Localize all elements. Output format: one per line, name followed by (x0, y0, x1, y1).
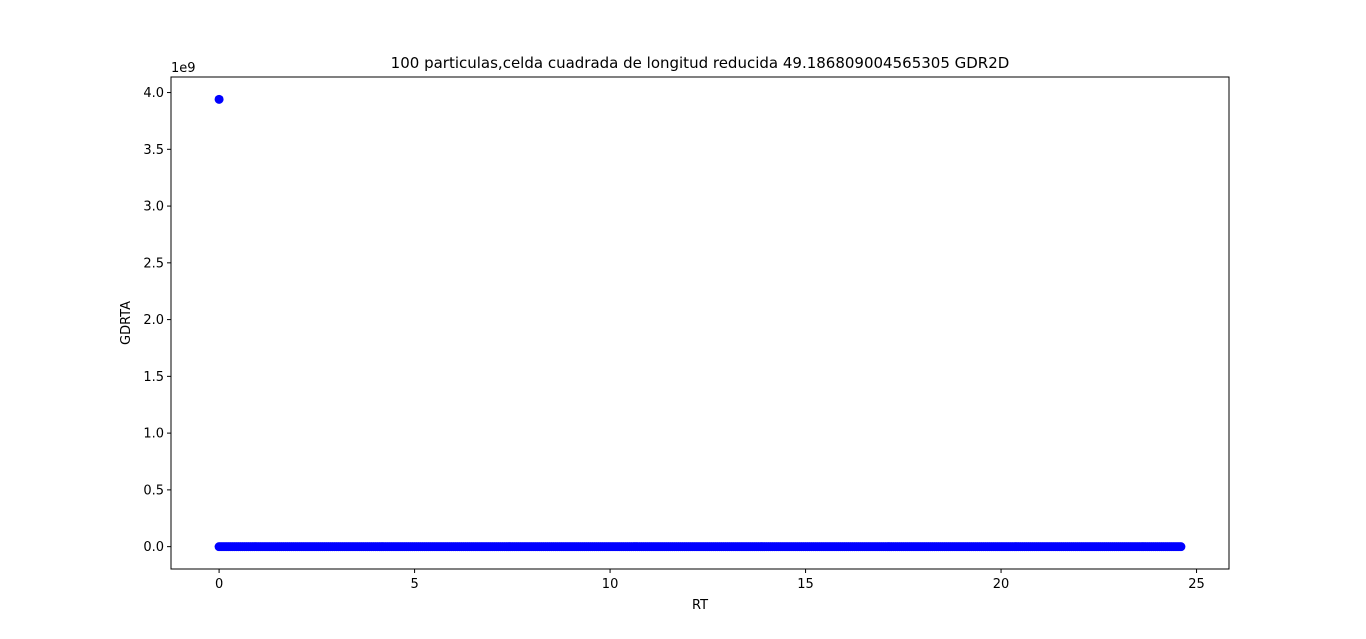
y-tick-label: 2.0 (143, 313, 164, 328)
data-point (1176, 542, 1186, 552)
y-axis-label: GDRTA (119, 301, 134, 345)
y-tick-label: 2.5 (143, 256, 164, 271)
chart-title: 100 particulas,celda cuadrada de longitu… (391, 54, 1010, 72)
x-tick-label: 10 (602, 577, 619, 592)
plot-frame (170, 76, 1230, 570)
y-tick-label: 1.0 (143, 427, 164, 442)
x-tick-label: 15 (797, 577, 814, 592)
x-tick-label: 20 (993, 577, 1010, 592)
y-tick-label: 1.5 (143, 370, 164, 385)
x-tick-label: 25 (1188, 577, 1205, 592)
data-point (214, 94, 224, 104)
x-tick-label: 0 (215, 577, 223, 592)
x-tick-label: 5 (410, 577, 418, 592)
y-axis-ticks: 0.0 0.5 1.0 1.5 2.0 2.5 3.0 3.5 4.0 (143, 86, 171, 555)
y-tick-label: 0.0 (143, 540, 164, 555)
x-axis-label: RT (692, 598, 708, 613)
y-axis-offset-label: 1e9 (171, 61, 196, 76)
y-tick-label: 4.0 (143, 86, 164, 101)
y-tick-label: 0.5 (143, 483, 164, 498)
y-tick-label: 3.5 (143, 143, 164, 158)
x-axis-ticks: 0 5 10 15 20 25 (215, 569, 1205, 592)
y-tick-label: 3.0 (143, 200, 164, 215)
plot-points (214, 94, 1186, 552)
